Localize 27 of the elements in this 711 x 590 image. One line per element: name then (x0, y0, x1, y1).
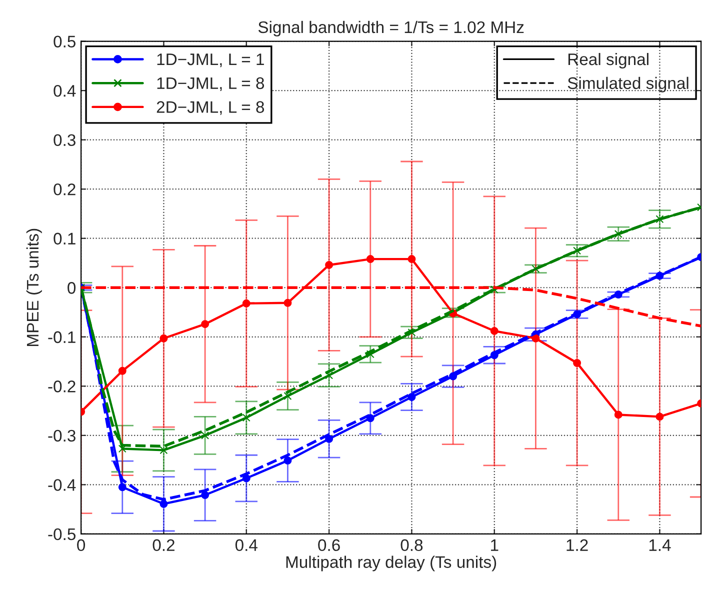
y-tick-label: 0.4 (54, 84, 76, 97)
legend-label: 1D−JML, L = 8 (157, 77, 264, 92)
annotation: Real signal (568, 52, 648, 69)
y-tick-label: 0.5 (54, 36, 76, 48)
annotation: Simulated signal (568, 76, 688, 92)
y-tick-label: -0.5 (48, 528, 76, 540)
chart-title: Signal bandwidth = 1/Ts = 1.02 MHz (258, 20, 524, 36)
y-tick-label: -0.4 (48, 479, 76, 491)
x-axis-title: Multipath ray delay (Ts units) (286, 556, 496, 572)
legend-label: 2D−JML, L = 8 (156, 101, 264, 115)
y-tick-label: 0.3 (54, 134, 76, 146)
y-tick-label: -0.3 (48, 430, 76, 442)
y-tick-label: 0.1 (54, 232, 76, 245)
x-tick-label: 0.6 (318, 539, 340, 552)
x-tick-label: 0.4 (235, 539, 258, 552)
x-tick-label: 1.4 (649, 539, 671, 551)
y-tick-label: -0.2 (48, 380, 76, 392)
y-axis-title: MPEE (Ts units) (26, 228, 42, 346)
x-tick-label: 0.2 (152, 539, 174, 552)
x-tick-label: 1.2 (566, 539, 588, 551)
y-tick-label: 0.2 (54, 183, 76, 196)
x-tick-label: 1 (491, 539, 498, 551)
x-tick-label: 0.8 (400, 539, 423, 552)
y-tick-label: 0 (68, 282, 76, 294)
x-tick-label: 0 (77, 539, 86, 552)
legend-label: 1D−JML, L = 1 (157, 54, 264, 68)
y-tick-label: -0.1 (48, 331, 76, 344)
